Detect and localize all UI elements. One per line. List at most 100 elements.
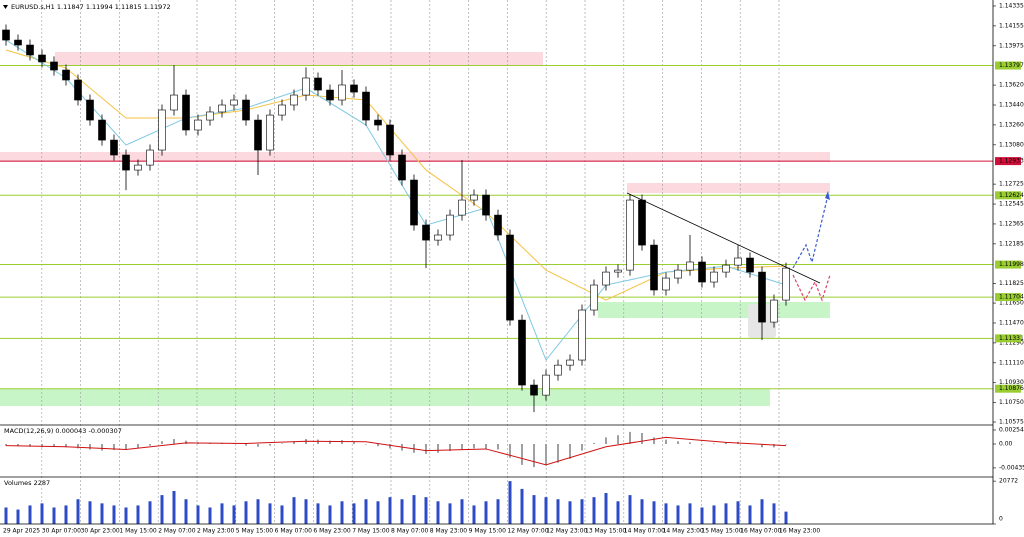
level-label-bg <box>995 293 1021 302</box>
volume-bar <box>4 507 8 524</box>
level-label: 1.11331 <box>999 335 1024 342</box>
arrow-head <box>825 191 830 200</box>
macd-bar <box>785 443 787 445</box>
candle-body <box>374 119 382 126</box>
macd-bar <box>569 443 571 459</box>
candle-body <box>362 91 370 121</box>
level-label: 1.12933 <box>999 158 1024 165</box>
candle-body <box>734 257 742 266</box>
trend-line <box>626 192 821 284</box>
x-tick-label: 30 Apr 07:00 <box>42 528 81 535</box>
candle-body <box>38 54 46 63</box>
volume-bar <box>64 505 68 524</box>
y-tick-label: 1.13620 <box>999 82 1024 89</box>
y-tick-label: 1.12185 <box>999 240 1024 247</box>
macd-bar <box>65 443 67 448</box>
macd-bar <box>113 443 115 451</box>
macd-bar <box>173 439 175 444</box>
y-tick-label: 1.14335 <box>999 2 1024 9</box>
volume-bar <box>232 505 236 524</box>
level-label: 1.12624 <box>999 192 1024 199</box>
volume-bar <box>448 503 452 524</box>
macd-bar <box>581 443 583 451</box>
volume-tick-label: 20772 <box>999 478 1018 485</box>
candle-body <box>566 359 574 366</box>
candle-body <box>446 214 454 236</box>
x-tick-label: 2 May 07:00 <box>158 528 196 535</box>
candle-body <box>350 84 358 93</box>
candle-body <box>722 264 730 273</box>
macd-bar <box>485 443 487 449</box>
volume-bar <box>280 505 284 524</box>
candle-body <box>230 99 238 106</box>
volume-bar <box>316 503 320 524</box>
macd-bar <box>713 443 715 444</box>
macd-bar <box>41 443 43 448</box>
macd-bar <box>725 442 727 444</box>
x-tick-label: 8 May 07:00 <box>391 528 429 535</box>
volume-bar <box>184 499 188 524</box>
candle-body <box>14 39 22 46</box>
volume-bar <box>604 493 608 524</box>
macd-label: MACD(12,26,9) 0.000043 -0.000307 <box>4 427 122 435</box>
volume-bar <box>160 495 164 524</box>
macd-bar <box>461 443 463 450</box>
volume-bar <box>712 505 716 524</box>
candle-body <box>698 261 706 283</box>
volume-bar <box>472 505 476 524</box>
supply-zone <box>627 183 830 193</box>
volume-bar <box>304 499 308 524</box>
macd-bar <box>281 443 283 444</box>
macd-bar <box>365 443 367 445</box>
level-label-bg <box>995 191 1021 200</box>
chart-title: EURUSD.s,H1 1.11847 1.11994 1.11815 1.11… <box>11 3 171 11</box>
macd-bar <box>101 443 103 451</box>
candle-body <box>302 77 310 96</box>
candle-body <box>614 269 622 273</box>
candle-body <box>410 179 418 226</box>
macd-bar <box>89 443 91 450</box>
x-tick-label: 2 May 23:00 <box>197 528 235 535</box>
volume-bar <box>688 503 692 524</box>
level-label-bg <box>995 334 1021 343</box>
candle-body <box>146 149 154 166</box>
volume-bar <box>376 501 380 524</box>
volume-bar <box>40 503 44 524</box>
level-label: 1.13797 <box>999 62 1024 69</box>
candle-body <box>662 277 670 291</box>
x-tick-label: 14 May 23:00 <box>663 528 704 535</box>
x-tick-label: 1 May 15:00 <box>119 528 157 535</box>
volume-bar <box>568 501 572 524</box>
volume-bar <box>748 505 752 524</box>
level-label: 1.11998 <box>999 261 1024 268</box>
macd-bar <box>137 443 139 449</box>
macd-bar <box>557 443 559 463</box>
volume-bar <box>484 501 488 524</box>
macd-bar <box>377 443 379 447</box>
demand-zone <box>598 302 830 318</box>
x-tick-label: 6 May 23:00 <box>313 528 351 535</box>
candle-body <box>134 164 142 171</box>
x-tick-label: 29 Apr 2025 <box>3 528 40 535</box>
volume-bar <box>388 497 392 524</box>
candle-body <box>122 154 130 171</box>
level-label-bg <box>995 61 1021 70</box>
symbol-icon <box>3 5 8 9</box>
candle-body <box>218 104 226 113</box>
y-tick-label: 1.13260 <box>999 121 1024 128</box>
candle-body <box>50 61 58 71</box>
candle-body <box>782 267 790 301</box>
volume-bar <box>328 505 332 524</box>
annotations <box>626 191 831 302</box>
x-tick-label: 14 May 07:00 <box>624 528 665 535</box>
volume-bar <box>460 499 464 524</box>
candle-body <box>242 99 250 121</box>
candle-body <box>674 269 682 279</box>
y-tick-label: 1.10575 <box>999 419 1024 426</box>
candle-body <box>338 84 346 101</box>
level-label: 1.10876 <box>999 385 1024 392</box>
y-tick-label: 1.11650 <box>999 300 1024 307</box>
macd-bar <box>629 431 631 444</box>
volume-bar <box>100 503 104 524</box>
x-tick-label: 16 May 07:00 <box>740 528 781 535</box>
